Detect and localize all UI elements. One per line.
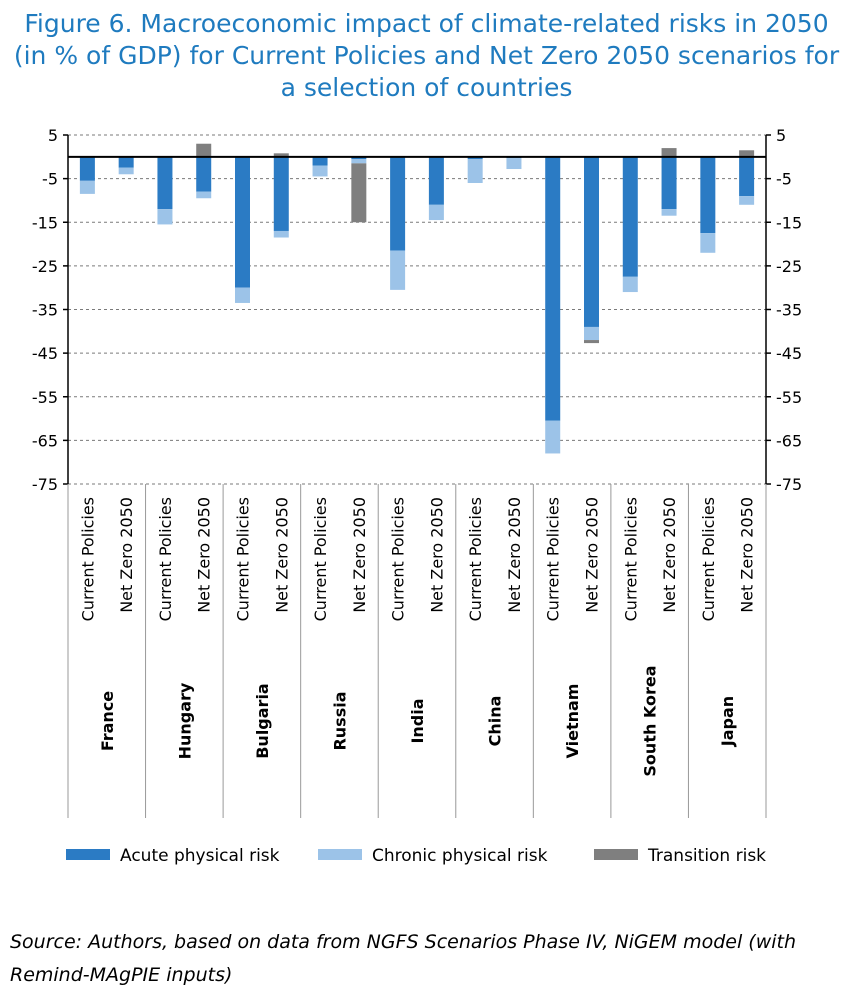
x-category-label-country: China	[486, 696, 505, 747]
chart-title: Figure 6. Macroeconomic impact of climat…	[0, 8, 853, 104]
y-tick-label-right: -55	[776, 388, 802, 407]
x-tick-label-scenario: Net Zero 2050	[350, 497, 369, 613]
chart-title-line: Figure 6. Macroeconomic impact of climat…	[24, 9, 829, 38]
y-tick-label-left: -35	[32, 301, 58, 320]
bar-segment	[118, 167, 134, 175]
x-tick-label-scenario: Net Zero 2050	[427, 497, 446, 613]
bar-segment	[273, 156, 289, 231]
bar-segment	[79, 180, 95, 194]
y-tick-label-right: -35	[776, 301, 802, 320]
bar-segment	[390, 250, 406, 290]
bar-segment	[312, 165, 328, 177]
y-tick-label-left: -65	[32, 431, 58, 450]
y-tick-label-left: -15	[32, 213, 58, 232]
x-category-label-country: Russia	[330, 691, 349, 750]
x-tick-label-scenario: Net Zero 2050	[583, 497, 602, 613]
x-tick-label-scenario: Net Zero 2050	[272, 497, 291, 613]
bar-segment	[118, 156, 134, 168]
bar-segment	[739, 156, 755, 197]
bar-chart: 5 5 -5 -5 -15 -15 -25 -25 -35 -35 -45 -45 -55 -55 -65 -…	[32, 126, 802, 866]
y-tick-label-right: 5	[776, 126, 786, 145]
bar-segment	[467, 156, 483, 159]
chart-title-line: (in % of GDP) for Current Policies and N…	[13, 41, 840, 70]
bar-segment	[312, 156, 328, 166]
x-tick-label-scenario: Current Policies	[466, 497, 485, 621]
y-tick-label-left: -45	[32, 344, 58, 363]
bar-segment	[584, 156, 599, 327]
bar-segment	[351, 158, 367, 164]
y-tick-label-right: -45	[776, 344, 802, 363]
bar-segment	[428, 204, 444, 221]
x-tick-label-scenario: Current Policies	[156, 497, 175, 621]
x-tick-label-scenario: Net Zero 2050	[738, 497, 757, 613]
bar-segment	[584, 340, 599, 344]
bar-segment	[622, 156, 638, 277]
bar-segment	[351, 163, 367, 223]
x-tick-label-scenario: Current Policies	[699, 497, 718, 621]
x-category-label-country: South Korea	[641, 665, 660, 776]
bar-segment	[661, 209, 677, 216]
legend-label: Acute physical risk	[120, 846, 280, 866]
x-category-label-country: Japan	[718, 696, 737, 747]
y-tick-label-left: -55	[32, 388, 58, 407]
bar-segment	[351, 156, 367, 159]
x-tick-label-scenario: Net Zero 2050	[505, 497, 524, 613]
bar-segment	[157, 156, 173, 210]
y-tick-label-left: -25	[32, 257, 58, 276]
x-tick-label-scenario: Current Policies	[389, 497, 408, 621]
legend-label: Chronic physical risk	[372, 846, 548, 866]
x-category-label-country: Bulgaria	[253, 683, 272, 759]
x-category-label-country: France	[98, 691, 117, 751]
bar-segment	[196, 191, 212, 199]
y-tick-label-left: -5	[42, 170, 58, 189]
bar-segment	[739, 150, 755, 157]
bar-segment	[545, 420, 561, 454]
y-tick-label-right: -65	[776, 431, 802, 450]
bar-segment	[506, 158, 522, 170]
bar-segment	[622, 276, 638, 293]
x-tick-label-scenario: Current Policies	[311, 497, 330, 621]
chart-title-line: a selection of countries	[280, 73, 573, 102]
bar-segment	[545, 156, 561, 421]
bar-segment	[700, 156, 716, 234]
bar-segment	[157, 209, 173, 225]
y-tick-label-right: -25	[776, 257, 802, 276]
y-tick-label-right: -5	[776, 170, 792, 189]
bar-segment	[273, 153, 289, 157]
bar-segment	[273, 230, 289, 238]
x-category-label-country: India	[408, 698, 427, 743]
y-tick-label-right: -75	[776, 475, 802, 494]
legend-label: Transition risk	[647, 846, 766, 866]
x-tick-label-scenario: Net Zero 2050	[195, 497, 214, 613]
bar-segment	[235, 156, 250, 288]
y-tick-label-left: -75	[32, 475, 58, 494]
bar-segment	[428, 156, 444, 205]
y-tick-label-left: 5	[48, 126, 58, 145]
y-tick-label-right: -15	[776, 213, 802, 232]
bar-segment	[739, 196, 755, 205]
legend-swatch	[66, 849, 110, 860]
bar-segment	[661, 148, 677, 157]
x-tick-label-scenario: Net Zero 2050	[660, 497, 679, 613]
x-tick-label-scenario: Current Policies	[234, 497, 253, 621]
legend-swatch	[318, 849, 362, 860]
bar-segment	[584, 326, 599, 341]
bar-segment	[196, 156, 212, 192]
bar-segment	[661, 156, 677, 210]
bar-segment	[196, 143, 212, 157]
bar-segment	[390, 156, 406, 251]
legend-swatch	[594, 849, 638, 860]
x-tick-label-scenario: Current Policies	[621, 497, 640, 621]
x-category-label-country: Hungary	[175, 682, 194, 759]
x-category-label-country: Vietnam	[563, 684, 582, 759]
x-tick-label-scenario: Net Zero 2050	[117, 497, 136, 613]
bar-segment	[79, 156, 95, 181]
x-tick-label-scenario: Current Policies	[544, 497, 563, 621]
bar-segment	[235, 287, 250, 303]
bar-segment	[467, 158, 483, 183]
x-tick-label-scenario: Current Policies	[78, 497, 97, 621]
source-note: Source: Authors, based on data from NGFS…	[10, 931, 797, 986]
bar-segment	[700, 233, 716, 253]
